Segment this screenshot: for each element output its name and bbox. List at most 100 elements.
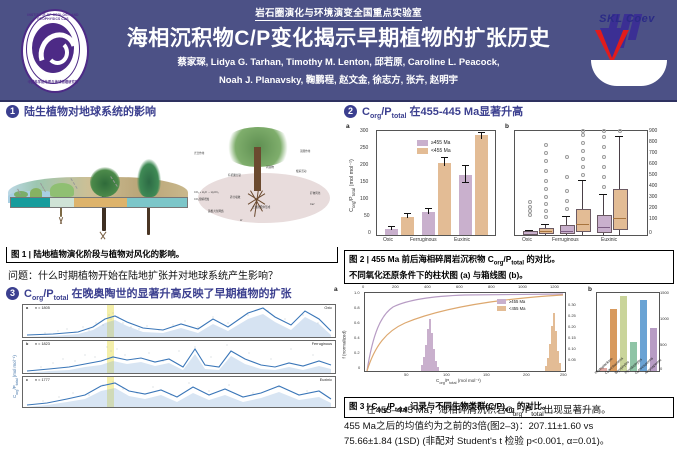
fig2b-outlier xyxy=(544,169,549,174)
section-2-title-p: /P xyxy=(381,106,392,118)
soil-zone xyxy=(198,173,330,223)
annotation-proton: H⁺ xyxy=(240,219,244,222)
figure-3a-panel-label: a xyxy=(334,285,338,293)
fig2b-outlier xyxy=(544,159,549,164)
fig2b-whiskercap-euxinic-young xyxy=(615,135,623,137)
concl-b: /P xyxy=(522,405,532,416)
fig2b-outlier xyxy=(528,200,533,205)
panel-n-ferruginous: n = 1823 xyxy=(35,342,50,347)
fig3a-hist-young xyxy=(545,365,547,371)
figure-2a-error-ferruginous-old xyxy=(428,209,429,215)
moss-fronds xyxy=(30,188,42,198)
fig2b-whiskercap-oxic-old xyxy=(525,230,533,232)
fig3-cap-c: 记录与不同生物类群(C/P) xyxy=(407,400,505,411)
fig3a-hist-young xyxy=(547,357,549,371)
fig2b-outlier xyxy=(581,157,586,162)
fig2b-box-euxinic-old xyxy=(597,215,612,234)
fig3-cap-org2: org xyxy=(504,407,515,414)
section-3-title-p: /P xyxy=(43,288,54,301)
skl-coev-logo: SKL Coev xyxy=(589,8,669,94)
fig2b-outlier xyxy=(602,175,607,180)
fig2b-outlier xyxy=(565,207,570,212)
figure-2a-error-euxinic-old xyxy=(465,166,466,184)
fig2b-outlier xyxy=(602,185,607,190)
figure-3b-ytick-1000: 1000 xyxy=(660,315,669,321)
figure-2b-ytick-0: 0 xyxy=(649,230,652,237)
fig3b-bar-phytoplankton xyxy=(600,367,607,371)
legend-swatch-young xyxy=(417,148,428,155)
figure-2a-ytick-250: 250 xyxy=(360,145,369,152)
figure-2a-error-ferruginous-young xyxy=(444,158,445,167)
figure-3a-cdf-curves xyxy=(366,293,564,371)
figure-1-caption-text: 图 1 | 陆地植物演化阶段与植物对风化的影响。 xyxy=(11,249,185,259)
figure-2a-errorcap-euxinic-old-low xyxy=(462,182,469,184)
fig2b-whiskercap-oxic-young xyxy=(541,223,549,225)
figure-3a-ytick-06: 0.6 xyxy=(354,319,360,325)
figure-3a-top-tick-400: 400 xyxy=(424,283,431,289)
tree-weathering-schematic: 光合作用 蒸腾作用 凋落物 根系活动 有机酸分泌 CO₂ + H₂O → H₂C… xyxy=(192,125,336,229)
figure-2b-ytick-500: 500 xyxy=(649,172,658,179)
fig3-legend-swatch-young xyxy=(497,305,506,311)
figure-3a-top-tick-800: 800 xyxy=(488,283,495,289)
figure-2a-errorcap-oxic-old xyxy=(388,225,395,227)
figure-2b-ytick-100: 100 xyxy=(649,216,658,223)
seal-inner-ring xyxy=(26,14,80,84)
fig3-cap-a: 图 3 | C xyxy=(349,400,378,411)
figure-2b-xtick-euxinic: Euxinic xyxy=(601,237,618,244)
figure-3-charts: a 0 200 400 600 800 1000 1200 f (normali… xyxy=(334,284,674,396)
panel-n-euxinic: n = 1777 xyxy=(35,378,50,383)
seal-bottom-text: 中国科学院地质与地球物理研究所 xyxy=(27,80,79,84)
fig2b-median-oxic-young xyxy=(539,231,552,232)
conclusion-text: 在455–445 Ma，海相碎屑沉积岩Corg/Ptotal出现显著升高。 45… xyxy=(344,404,674,450)
fig3b-bar-angiosperms xyxy=(650,327,657,371)
figure-2b-ytick-700: 700 xyxy=(649,150,658,157)
figure-2a-bar-oxic-young xyxy=(401,216,414,236)
timeline-segment-algae xyxy=(11,198,50,207)
figure-3a-right-tick-005: 0.05 xyxy=(568,356,576,362)
conifer-trunk xyxy=(147,189,150,235)
figure-2b-ytick-300: 300 xyxy=(649,194,658,201)
author-line-1: 蔡家琛, Lidya G. Tarhan, Timothy M. Lenton,… xyxy=(177,56,500,67)
figure-3a-xtick-100: 100 xyxy=(443,371,450,377)
panel-redox-ferruginous: Ferruginous xyxy=(311,342,332,347)
figure-2-charts: a Corg/Ptotal (mol mol⁻¹) 300 250 200 15… xyxy=(344,120,674,249)
seal-swirl-inner xyxy=(46,40,69,65)
fig2b-outlier xyxy=(602,129,607,134)
fig3a-hist-young xyxy=(553,312,555,371)
schematic-tree-trunk xyxy=(254,147,261,191)
figure-3a-xtick-250: 250 xyxy=(560,371,567,377)
fig2-cap-org: org xyxy=(493,260,504,267)
figure-2a-y-axis-title: Corg/Ptotal (mol mol⁻¹) xyxy=(348,159,356,213)
fig2b-outlier xyxy=(528,209,533,214)
fig3a-hist-old xyxy=(425,344,427,371)
fig2-cap-c: 的对比。 xyxy=(524,254,560,265)
annotation-organic-acid: 有机酸分泌 xyxy=(228,174,241,177)
figure-2a-error-euxinic-young xyxy=(481,133,482,140)
figure-2a-bar-ferruginous-young xyxy=(438,162,451,236)
research-question: 问题：什么时期植物开始在陆地扩张并对地球系统产生影响？ xyxy=(8,271,278,283)
legend-label-old: ≥455 Ma xyxy=(431,140,451,147)
figure-2a-errorcap-ferruginous-old xyxy=(425,208,432,210)
figure-3b-ytick-0: 0 xyxy=(660,365,663,371)
legend-item-old: ≥455 Ma xyxy=(417,140,451,147)
figure-2a-errorcap-oxic-young xyxy=(404,213,411,215)
annotation-litter: 凋落物 xyxy=(266,166,274,169)
figure-3b-plot-area xyxy=(596,291,660,372)
figure-3a-ytick-08: 0.8 xyxy=(354,304,360,310)
figure-3a-top-tick-600: 600 xyxy=(456,283,463,289)
legend-swatch-old xyxy=(417,140,428,147)
shallow-tree-canopy xyxy=(90,167,120,197)
fig2b-whiskercap-ferruginous-old xyxy=(562,216,570,217)
fig2b-outlier xyxy=(618,129,623,134)
fig2b-outlier xyxy=(602,135,607,140)
conclusion-line-3: 75.66±1.84 (1SD) (非配对 Student's t 检验 p<0… xyxy=(344,435,610,447)
legend-label-young: <455 Ma xyxy=(431,148,451,155)
fig2b-whisker-euxinic-young xyxy=(619,136,620,236)
figure-3a-xtick-200: 200 xyxy=(523,371,530,377)
fig2b-whiskercap-ferruginous-young xyxy=(578,180,586,181)
figure-2a-panel-label: a xyxy=(346,123,350,131)
annotation-root-activity: 根系活动 xyxy=(296,170,307,173)
figure-3a-plot-area: ≥455 Ma <455 Ma xyxy=(364,291,566,372)
panel-label-c: c xyxy=(26,378,29,383)
